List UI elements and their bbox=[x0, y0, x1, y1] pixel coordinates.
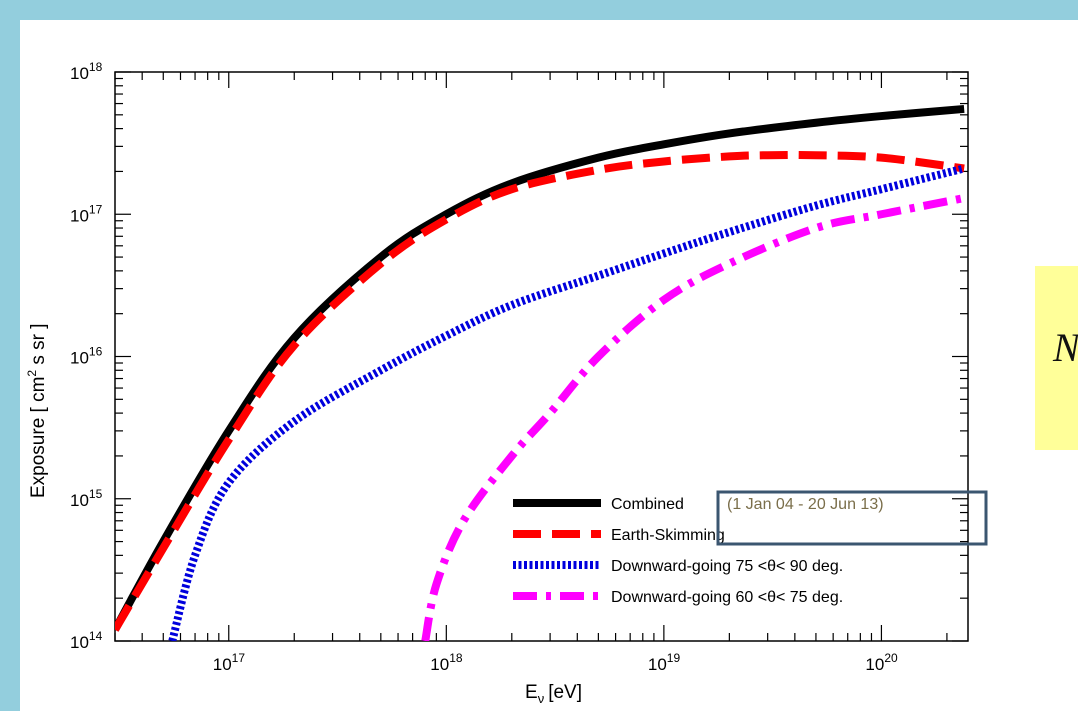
x-tick-label-base: 10 bbox=[430, 655, 449, 674]
axis-ticks bbox=[114, 71, 968, 642]
x-tick-label-base: 10 bbox=[213, 655, 232, 674]
callout-text: N bbox=[1053, 325, 1078, 370]
y-tick-label-base: 10 bbox=[70, 64, 89, 83]
annotation-box bbox=[716, 490, 988, 546]
y-axis-label-main: Exposure [ cm bbox=[28, 377, 49, 498]
x-axis-label-unit: [eV] bbox=[548, 682, 582, 703]
x-tick-label-base: 10 bbox=[648, 655, 667, 674]
x-tick-label-exp: 19 bbox=[667, 651, 681, 665]
y-tick-label-exp: 17 bbox=[89, 202, 103, 216]
x-tick-label: 1020 bbox=[865, 651, 898, 674]
y-tick-label: 1016 bbox=[70, 345, 103, 368]
series-group bbox=[115, 104, 966, 641]
series-line-0 bbox=[115, 104, 965, 632]
x-tick-label-exp: 17 bbox=[232, 651, 246, 665]
y-tick-label: 1014 bbox=[70, 629, 103, 652]
series-line-3 bbox=[421, 194, 965, 641]
x-tick-label: 1018 bbox=[430, 651, 463, 674]
annotation-text: (1 Jan 04 - 20 Jun 13) bbox=[727, 496, 884, 513]
y-tick-label-base: 10 bbox=[70, 491, 89, 510]
x-tick-label-exp: 20 bbox=[884, 651, 898, 665]
legend-label-2: Downward-going 75 <θ< 90 deg. bbox=[611, 558, 843, 575]
y-tick-label-base: 10 bbox=[70, 633, 89, 652]
x-axis-label: Eν [eV] bbox=[525, 682, 582, 706]
legend-label-3: Downward-going 60 <θ< 75 deg. bbox=[611, 589, 843, 606]
y-axis-label-sup: 2 bbox=[25, 370, 39, 377]
y-tick-label-base: 10 bbox=[70, 206, 89, 225]
x-axis-label-sub: ν bbox=[538, 691, 545, 706]
series-line-2 bbox=[168, 164, 966, 641]
y-axis-label-unit: s sr ] bbox=[28, 323, 49, 369]
x-tick-label-base: 10 bbox=[865, 655, 884, 674]
series-line-1 bbox=[115, 150, 965, 632]
y-tick-label: 1017 bbox=[70, 202, 103, 225]
x-tick-label: 1019 bbox=[648, 651, 681, 674]
legend: Combined Earth-Skimming Downward-going 75 … bbox=[513, 496, 843, 606]
y-tick-label: 1018 bbox=[70, 60, 103, 83]
x-axis-label-main: E bbox=[525, 682, 538, 703]
y-tick-label-exp: 14 bbox=[89, 629, 103, 643]
y-tick-label-exp: 16 bbox=[89, 345, 103, 359]
slide: 1017 1018 1019 1020 1014 1015 1016 1017 1018 Eν[… bbox=[20, 20, 1078, 711]
callout-box: N bbox=[1035, 266, 1078, 450]
plot-frame bbox=[114, 71, 969, 642]
legend-label-1: Earth-Skimming bbox=[611, 527, 725, 544]
y-tick-label-base: 10 bbox=[70, 349, 89, 368]
y-tick-label-exp: 15 bbox=[89, 487, 103, 501]
legend-label-0: Combined bbox=[611, 496, 684, 513]
y-axis-label: Exposure [ cm2 s sr ] bbox=[25, 323, 49, 498]
x-tick-label-exp: 18 bbox=[449, 651, 463, 665]
y-tick-label: 1015 bbox=[70, 487, 103, 510]
x-tick-label: 1017 bbox=[213, 651, 246, 674]
y-tick-label-exp: 18 bbox=[89, 60, 103, 74]
